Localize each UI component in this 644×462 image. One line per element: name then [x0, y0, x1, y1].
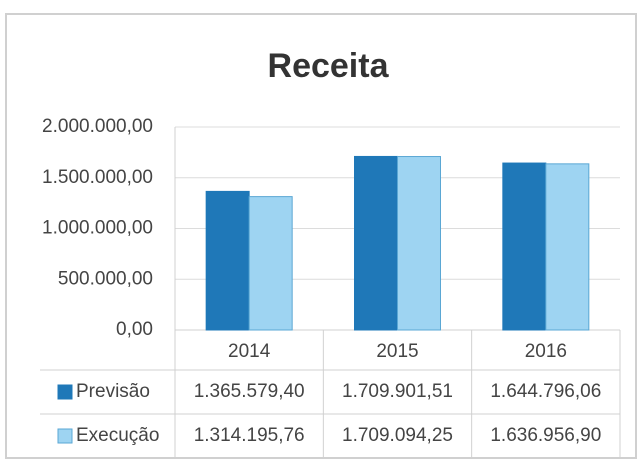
bar: [502, 162, 547, 331]
y-tick-label: 500.000,00: [58, 268, 153, 289]
x-tick-label: 2014: [228, 341, 271, 362]
table-value: 1.709.094,25: [342, 425, 453, 446]
bar: [248, 196, 293, 331]
bar: [205, 190, 250, 331]
x-tick-label: 2015: [376, 341, 418, 362]
bar: [354, 155, 398, 331]
table-value: 1.636.956,90: [490, 425, 601, 446]
table-value: 1.314.195,76: [194, 425, 305, 446]
bar: [545, 163, 590, 331]
y-tick-label: 1.000.000,00: [42, 218, 153, 239]
table-value: 1.365.579,40: [194, 381, 305, 402]
x-tick-label: 2016: [525, 341, 567, 362]
bar: [397, 156, 441, 331]
y-tick-label: 2.000.000,00: [42, 116, 153, 137]
chart-title: Receita: [268, 47, 390, 85]
table-value: 1.644.796,06: [490, 381, 601, 402]
table-value: 1.709.901,51: [342, 381, 453, 402]
legend-label: Previsão: [76, 381, 150, 402]
y-tick-label: 0,00: [116, 319, 153, 340]
y-tick-label: 1.500.000,00: [42, 167, 153, 188]
legend-label: Execução: [76, 425, 159, 446]
legend-swatch: [57, 384, 73, 400]
legend-swatch: [57, 428, 73, 444]
